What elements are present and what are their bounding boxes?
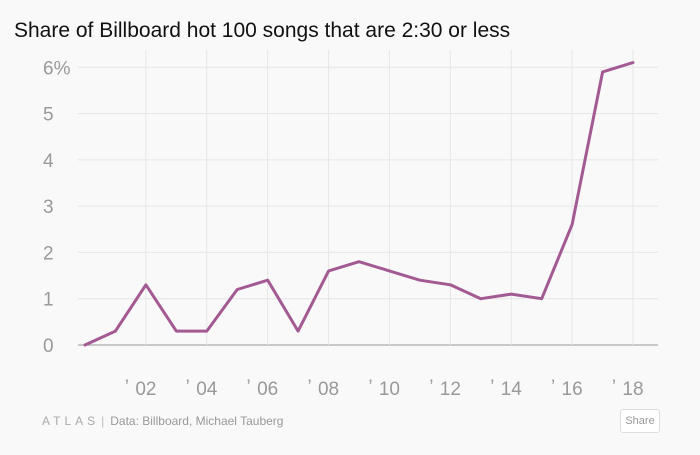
x-tick-label: 18 <box>622 379 643 400</box>
y-tick-label: 0 <box>43 336 54 357</box>
x-tick-label: 06 <box>257 379 278 400</box>
footer-separator: | <box>101 414 105 428</box>
y-tick-label: 5 <box>43 105 54 126</box>
x-tick-label: 02 <box>135 379 156 400</box>
y-tick-label: 1 <box>43 290 54 311</box>
x-tick-apostrophe: ’ <box>247 377 251 398</box>
x-tick-apostrophe: ’ <box>125 377 129 398</box>
x-tick-apostrophe: ’ <box>490 377 494 398</box>
x-tick-apostrophe: ’ <box>612 377 616 398</box>
series-layer <box>83 61 635 347</box>
x-tick-label: 14 <box>501 379 523 400</box>
atlas-logo: ATLAS <box>42 414 100 428</box>
x-tick-apostrophe: ’ <box>429 377 433 398</box>
grid-lines <box>78 50 658 346</box>
chart-title: Share of Billboard hot 100 songs that ar… <box>14 19 511 42</box>
series-line <box>83 61 635 347</box>
x-tick-apostrophe: ’ <box>551 377 555 398</box>
x-tick-label: 04 <box>196 379 218 400</box>
x-tick-apostrophe: ’ <box>368 377 372 398</box>
source-credit: Data: Billboard, Michael Tauberg <box>110 414 284 428</box>
x-tick-label: 08 <box>318 379 339 400</box>
y-axis: 0 1 2 3 4 5 6% <box>43 58 71 357</box>
footer: ATLAS | Data: Billboard, Michael Tauberg <box>42 414 283 428</box>
y-tick-label: 6% <box>43 58 71 79</box>
x-axis: 02 ’ 04 ’ 06 ’ 08 ’ 10 ’ 12 ’ 14 ’ 16 ’ 18 ’ <box>125 377 644 400</box>
y-tick-label: 4 <box>43 151 54 172</box>
x-tick-label: 16 <box>562 379 583 400</box>
y-tick-label: 2 <box>43 243 54 264</box>
share-button[interactable]: Share <box>620 409 660 433</box>
y-tick-label: 3 <box>43 197 54 218</box>
x-tick-apostrophe: ’ <box>186 377 190 398</box>
x-tick-label: 10 <box>379 379 400 400</box>
x-tick-apostrophe: ’ <box>307 377 311 398</box>
x-tick-label: 12 <box>440 379 461 400</box>
